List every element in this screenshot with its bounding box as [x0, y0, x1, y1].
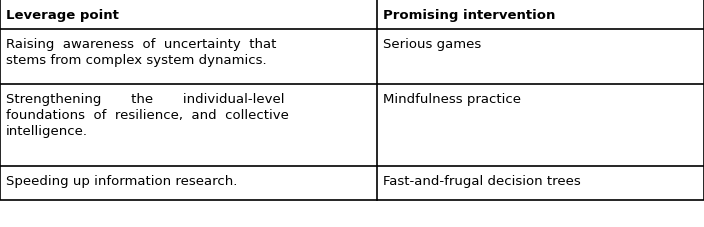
Text: stems from complex system dynamics.: stems from complex system dynamics.	[6, 54, 267, 67]
Text: Speeding up information research.: Speeding up information research.	[6, 174, 237, 187]
Bar	[0, 0, 704, 200]
Text: Serious games: Serious games	[383, 38, 481, 51]
Text: Fast-and-frugal decision trees: Fast-and-frugal decision trees	[383, 174, 580, 187]
Text: Leverage point: Leverage point	[6, 9, 119, 22]
Text: Strengthening       the       individual-level: Strengthening the individual-level	[6, 93, 284, 106]
Text: intelligence.: intelligence.	[6, 124, 88, 137]
Text: Mindfulness practice: Mindfulness practice	[383, 93, 521, 106]
Text: foundations  of  resilience,  and  collective: foundations of resilience, and collectiv…	[6, 109, 289, 121]
Text: Promising intervention: Promising intervention	[383, 9, 555, 22]
Text: Raising  awareness  of  uncertainty  that: Raising awareness of uncertainty that	[6, 38, 277, 51]
